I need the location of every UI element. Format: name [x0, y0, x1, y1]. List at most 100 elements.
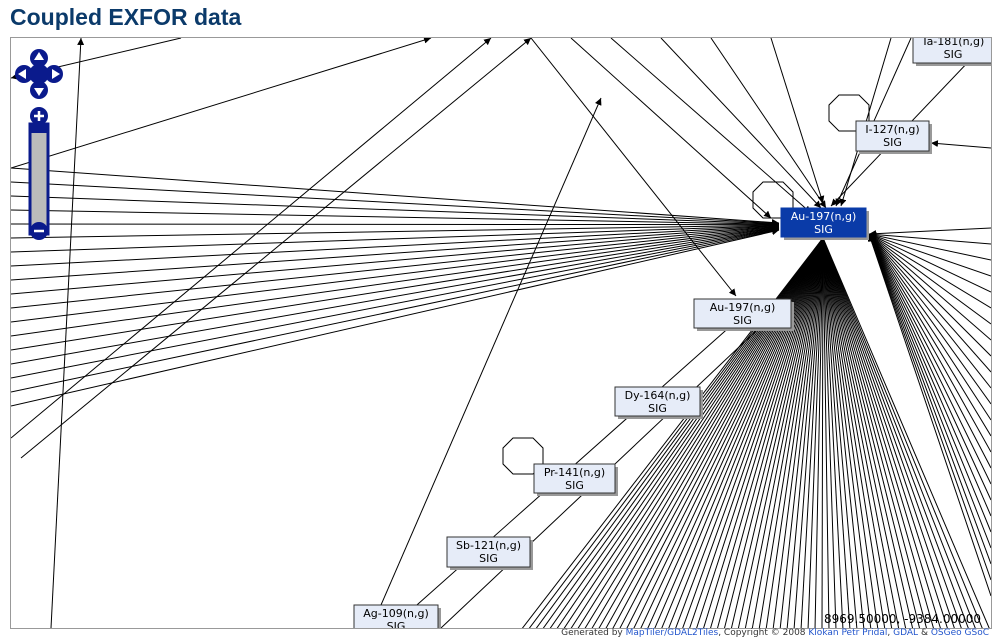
nodes: Au-197(n,g)SIGAu-197(n,g)SIGI-127(n,g)SI…: [353, 38, 991, 628]
edge: [822, 237, 830, 628]
edge: [610, 38, 812, 214]
link[interactable]: OSGeo GSoC: [930, 628, 989, 638]
edge: [868, 232, 991, 261]
graph-node[interactable]: Ag-109(n,g)SIG: [353, 604, 441, 628]
graph-node[interactable]: Au-197(n,g)SIG: [780, 207, 869, 240]
edge: [710, 237, 824, 628]
edge: [822, 237, 927, 628]
edge: [11, 223, 780, 281]
edge: [11, 195, 780, 228]
node-label: Dy-164(n,g): [625, 389, 691, 402]
edge: [807, 237, 824, 628]
edge: [758, 237, 824, 628]
attribution-text: ,: [887, 628, 891, 638]
edge: [868, 233, 991, 581]
edge: [11, 209, 780, 228]
edge: [868, 232, 991, 277]
edge: [765, 237, 824, 628]
edge: [744, 237, 824, 628]
edge: [868, 233, 991, 357]
edge: [822, 237, 955, 628]
edge: [11, 222, 780, 253]
graph-node[interactable]: Pr-141(n,g)SIG: [533, 463, 618, 496]
node-label: Ta-181(n,g): [921, 38, 985, 48]
edge: [661, 237, 824, 628]
edge: [11, 181, 780, 227]
graph-node[interactable]: I-127(n,g)SIG: [855, 120, 932, 154]
edge: [868, 233, 991, 293]
edge: [822, 237, 865, 628]
map-view[interactable]: Au-197(n,g) SIG Au-197(n,g) SIG I-127(n,g) SI…: [10, 37, 992, 629]
edge: [682, 237, 824, 628]
node-box: [912, 38, 991, 64]
edge: [11, 226, 780, 351]
edge: [868, 233, 991, 389]
pan-control[interactable]: [15, 49, 63, 99]
zoom-control[interactable]: [28, 107, 50, 240]
edge: [654, 237, 824, 628]
attribution-text: &: [920, 628, 928, 638]
graph-node[interactable]: Dy-164(n,g)SIG: [614, 386, 703, 419]
node-label: Au-197(n,g): [710, 301, 776, 314]
edge: [822, 237, 914, 628]
node-sub: SIG: [565, 479, 584, 492]
link[interactable]: Klokan Petr Pridal: [808, 628, 888, 638]
edge: [821, 237, 824, 628]
edge: [822, 237, 844, 628]
graph-node[interactable]: Au-197(n,g)SIG: [693, 298, 794, 331]
graph-node[interactable]: Ta-181(n,g)SIG: [912, 38, 991, 66]
node-label: Pr-141(n,g): [544, 466, 605, 479]
edge: [11, 228, 780, 407]
graph: Au-197(n,g)SIGAu-197(n,g)SIGI-127(n,g)SI…: [11, 38, 991, 628]
edge: [822, 237, 990, 628]
edge: [717, 237, 824, 628]
graph-node[interactable]: Sb-121(n,g)SIG: [446, 536, 533, 570]
node-sub: SIG: [387, 620, 406, 628]
node-label: I-127(n,g): [865, 123, 919, 136]
edge: [11, 38, 432, 169]
edge: [730, 237, 824, 628]
edge: [440, 297, 792, 628]
edge: [605, 237, 824, 628]
link[interactable]: MapTiler/GDAL2Tiles: [625, 628, 719, 638]
edge: [772, 237, 824, 628]
edge: [822, 237, 921, 628]
edge: [779, 237, 824, 628]
node-sub: SIG: [814, 223, 833, 236]
edge: [556, 237, 824, 628]
edge: [868, 233, 991, 421]
edge: [822, 237, 872, 628]
edge: [577, 237, 824, 628]
edge: [868, 233, 991, 549]
attribution-text: , Copyright © 2008: [718, 628, 806, 638]
edge: [696, 237, 824, 628]
link[interactable]: GDAL: [893, 628, 919, 638]
edge: [822, 237, 962, 628]
node-label: Au-197(n,g): [791, 210, 857, 223]
edge: [822, 237, 851, 628]
edge: [793, 237, 824, 628]
edge: [868, 233, 991, 453]
edge: [626, 237, 824, 628]
self-loop: [502, 437, 544, 475]
edge: [737, 237, 824, 628]
edge: [640, 237, 824, 628]
edge: [786, 237, 824, 628]
node-box: [446, 536, 531, 568]
node-box: [533, 463, 616, 494]
attribution: Generated by MapTiler/GDAL2Tiles, Copyri…: [561, 628, 989, 638]
edge: [660, 38, 822, 209]
node-box: [780, 207, 867, 238]
edge: [868, 233, 991, 485]
zoom-bar[interactable]: [28, 122, 50, 236]
edge: [868, 233, 991, 325]
edge: [822, 237, 976, 628]
edge: [868, 233, 991, 405]
node-label: Sb-121(n,g): [456, 539, 521, 552]
node-sub: SIG: [648, 402, 667, 415]
edge: [11, 221, 780, 229]
zoom-slider[interactable]: [29, 125, 49, 133]
edge: [11, 226, 780, 365]
edge: [723, 237, 824, 628]
